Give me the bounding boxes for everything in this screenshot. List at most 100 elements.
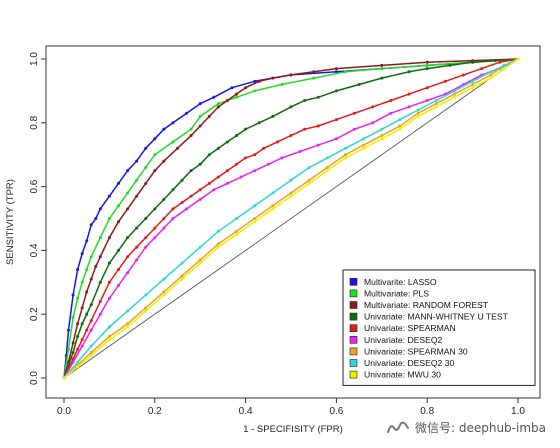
data-point — [89, 303, 93, 307]
x-tick-label: 0.4 — [239, 406, 253, 417]
data-point — [107, 325, 111, 329]
data-point — [135, 159, 139, 163]
data-point — [289, 194, 293, 198]
data-point — [198, 102, 202, 106]
legend-swatch — [349, 301, 358, 309]
data-point — [334, 89, 338, 93]
data-point — [216, 245, 220, 249]
data-point — [126, 169, 130, 173]
data-point — [434, 105, 438, 109]
data-point — [107, 296, 111, 300]
data-point — [398, 124, 402, 128]
data-point — [80, 338, 84, 342]
data-point — [180, 178, 184, 182]
data-point — [425, 86, 429, 90]
data-point — [271, 207, 275, 211]
data-point — [225, 98, 229, 102]
data-point — [289, 105, 293, 109]
data-point — [76, 296, 80, 300]
data-point — [425, 60, 429, 64]
data-point — [289, 134, 293, 138]
data-point — [89, 223, 93, 227]
data-point — [343, 146, 347, 150]
data-point — [198, 124, 202, 128]
data-point — [185, 207, 189, 211]
legend-label: Univariate: DESEQ2 30 — [364, 358, 454, 368]
data-point — [471, 79, 475, 83]
data-point — [116, 220, 120, 224]
data-point — [80, 252, 84, 256]
x-axis-title: 1 - SPECIFISITY (FPR) — [243, 424, 343, 435]
data-point — [135, 178, 139, 182]
data-point — [144, 236, 148, 240]
data-point — [362, 146, 366, 150]
wechat-channel-icon — [386, 421, 409, 433]
data-point — [98, 255, 102, 259]
legend-item: Multivariate: PLS — [349, 288, 429, 298]
data-point — [85, 328, 89, 332]
data-point — [407, 92, 411, 96]
data-point — [357, 83, 361, 87]
series-8 — [62, 57, 520, 380]
data-point — [180, 201, 184, 205]
data-point — [153, 226, 157, 230]
data-point — [462, 73, 466, 77]
data-point — [171, 188, 175, 192]
series-9 — [62, 57, 520, 380]
legend-swatch — [349, 347, 358, 356]
data-point — [425, 98, 429, 102]
y-tick-label: 1.0 — [29, 52, 40, 66]
data-point — [126, 191, 130, 195]
data-point — [207, 114, 211, 118]
data-point — [389, 98, 393, 102]
reference-diagonal-line — [63, 58, 519, 379]
data-point — [253, 169, 257, 173]
legend-swatch — [349, 312, 358, 321]
data-point — [153, 169, 157, 173]
data-point — [289, 73, 293, 77]
data-point — [71, 350, 75, 354]
data-point — [162, 159, 166, 163]
data-point — [89, 354, 93, 358]
data-point — [325, 169, 329, 173]
legend-label: Univariate: MWU 30 — [364, 370, 441, 380]
data-point — [471, 86, 475, 90]
data-point — [257, 79, 261, 83]
data-point — [144, 293, 148, 297]
data-point — [162, 293, 166, 297]
data-point — [498, 60, 502, 64]
data-point — [225, 169, 229, 173]
data-point — [80, 322, 84, 326]
data-point — [185, 111, 189, 115]
data-point — [116, 283, 120, 287]
data-point — [171, 121, 175, 125]
data-point — [180, 274, 184, 278]
data-point — [334, 137, 338, 141]
data-point — [198, 188, 202, 192]
data-point — [89, 350, 93, 354]
data-point — [480, 67, 484, 71]
data-point — [89, 255, 93, 259]
data-point — [235, 232, 239, 236]
legend-swatch — [349, 277, 358, 286]
data-point — [126, 271, 130, 275]
y-tick-label: 0.2 — [29, 307, 40, 321]
legend-box — [342, 269, 536, 386]
data-point — [107, 236, 111, 240]
data-point — [425, 67, 429, 71]
data-point — [212, 95, 216, 99]
watermark-text: 微信号: deephub-imba — [414, 421, 546, 435]
data-point — [198, 245, 202, 249]
data-point — [126, 236, 130, 240]
data-point — [244, 127, 248, 131]
legend-label: Univariate: SPEARMAN 30 — [364, 346, 468, 356]
data-point — [307, 178, 311, 182]
data-point — [71, 360, 75, 364]
legend-swatch — [349, 289, 358, 298]
data-point — [76, 347, 80, 351]
data-point — [80, 306, 84, 310]
data-point — [189, 194, 193, 198]
data-point — [153, 153, 157, 157]
legend-label: Univariate: MANN-WHITNEY U TEST — [364, 312, 509, 322]
